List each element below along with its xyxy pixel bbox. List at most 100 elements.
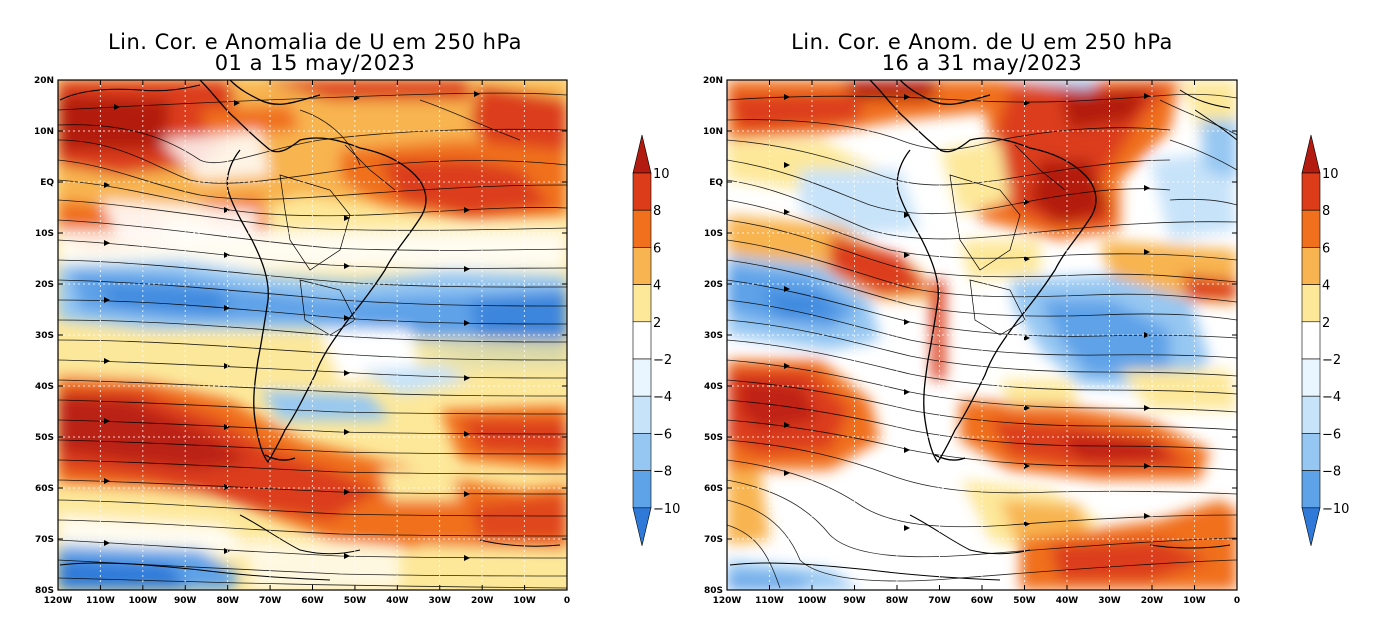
left-panel-title: Lin. Cor. e Anomalia de U em 250 hPa 01 … [60, 32, 570, 74]
left-title-line1: Lin. Cor. e Anomalia de U em 250 hPa [107, 30, 523, 54]
left-colorbar-bottom-arrow [632, 507, 652, 546]
left-colorbar-label: 6 [653, 241, 661, 256]
right-colorbar-label: −4 [1322, 390, 1341, 405]
left-lon-label: 80W [216, 596, 239, 606]
left-colorbar-band [632, 284, 652, 323]
left-colorbar-label: −10 [653, 502, 680, 517]
left-lat-label: EQ [40, 178, 54, 188]
right-colorbar-band [1301, 284, 1321, 323]
right-lat-label: 10S [704, 229, 723, 239]
right-lat-label: 50S [704, 433, 723, 443]
right-colorbar-band [1301, 358, 1321, 397]
left-lat-label: 40S [35, 382, 54, 392]
right-lon-label: 100W [798, 596, 827, 606]
left-lat-label: 30S [35, 331, 54, 341]
left-lat-label: 10N [34, 127, 54, 137]
left-colorbar-band [632, 172, 652, 211]
right-lat-label: 60S [704, 484, 723, 494]
right-colorbar-band [1301, 433, 1321, 471]
left-stream-arrows [104, 91, 480, 561]
left-colorbar-band [632, 321, 652, 360]
left-colorbar-label: 2 [653, 316, 661, 331]
right-lon-label: 110W [755, 596, 784, 606]
right-colorbar-label: 2 [1322, 316, 1330, 331]
left-title-line2: 01 a 15 may/2023 [214, 51, 416, 75]
right-stream-arrows [784, 93, 1150, 531]
left-colorbar-label: 8 [653, 204, 661, 219]
right-lon-label: 10W [1183, 596, 1206, 606]
right-lon-label: 0 [1234, 596, 1240, 606]
right-title-line1: Lin. Cor. e Anom. de U em 250 hPa [791, 30, 1173, 54]
left-colorbar-top-arrow [632, 134, 652, 174]
right-lat-label: 20N [703, 76, 723, 86]
right-colorbar-bottom-arrow [1301, 507, 1321, 546]
left-lon-label: 0 [564, 596, 570, 606]
right-lon-label: 40W [1056, 596, 1079, 606]
left-colorbar: 10 8 6 4 2 −2 −4 −6 −8 −10 [632, 134, 680, 546]
right-colorbar-label: 4 [1322, 279, 1330, 294]
left-colorbar-label: −4 [653, 390, 672, 405]
left-lat-label: 20N [34, 76, 54, 86]
left-lat-label: 10S [35, 229, 54, 239]
right-colorbar-label: −8 [1322, 465, 1341, 480]
left-lon-label: 10W [513, 596, 536, 606]
right-lat-label: 20S [704, 280, 723, 290]
left-map-panel [57, 79, 568, 591]
right-colorbar-label: 8 [1322, 204, 1330, 219]
right-colorbar-label: 6 [1322, 241, 1330, 256]
right-anomaly-field [727, 80, 1237, 590]
right-panel-title: Lin. Cor. e Anom. de U em 250 hPa 16 a 3… [727, 32, 1237, 74]
right-coastlines [729, 80, 1237, 581]
left-streamlines [58, 92, 567, 589]
right-lon-label: 120W [713, 596, 742, 606]
left-lon-label: 40W [386, 596, 409, 606]
left-colorbar-label: −6 [653, 427, 672, 442]
right-colorbar-top-arrow [1301, 134, 1321, 174]
right-lon-label: 70W [928, 596, 951, 606]
right-colorbar-band [1301, 247, 1321, 285]
right-lon-label: 80W [886, 596, 909, 606]
left-lon-label: 30W [429, 596, 452, 606]
right-lat-label: 80S [704, 586, 723, 596]
right-colorbar-band [1301, 395, 1321, 434]
left-lon-label: 20W [471, 596, 494, 606]
right-colorbar-label: −10 [1322, 502, 1349, 517]
left-lon-label: 90W [174, 596, 197, 606]
right-lon-label: 60W [971, 596, 994, 606]
left-colorbar-band [632, 470, 652, 509]
right-lat-label: 40S [704, 382, 723, 392]
left-colorbar-band [632, 433, 652, 471]
left-lat-label: 80S [35, 586, 54, 596]
left-lon-label: 110W [86, 596, 115, 606]
right-colorbar: 10 8 6 4 2 −2 −4 −6 −8 −10 [1301, 134, 1349, 546]
right-colorbar-label: −6 [1322, 427, 1341, 442]
right-colorbar-band [1301, 470, 1321, 509]
right-lon-label: 50W [1013, 596, 1036, 606]
left-anomaly-field [58, 80, 567, 590]
right-lat-label: 30S [704, 331, 723, 341]
right-colorbar-band [1301, 172, 1321, 211]
right-colorbar-label: 10 [1322, 167, 1339, 182]
left-colorbar-band [632, 395, 652, 434]
left-colorbar-label: 4 [653, 279, 661, 294]
left-lon-label: 60W [301, 596, 324, 606]
right-gridlines [727, 80, 1237, 590]
right-lat-label: EQ [709, 178, 723, 188]
left-lon-label: 70W [259, 596, 282, 606]
right-lon-label: 20W [1141, 596, 1164, 606]
right-colorbar-band [1301, 321, 1321, 360]
left-gridlines [58, 80, 567, 590]
right-lon-label: 30W [1098, 596, 1121, 606]
left-lat-label: 20S [35, 280, 54, 290]
left-lat-label: 60S [35, 484, 54, 494]
left-colorbar-band [632, 358, 652, 397]
left-coastlines [59, 80, 561, 581]
left-lon-label: 50W [344, 596, 367, 606]
left-lat-label: 70S [35, 535, 54, 545]
left-lat-label: 50S [35, 433, 54, 443]
right-map-panel [726, 79, 1238, 591]
right-title-line2: 16 a 31 may/2023 [881, 51, 1083, 75]
left-colorbar-band [632, 209, 652, 248]
